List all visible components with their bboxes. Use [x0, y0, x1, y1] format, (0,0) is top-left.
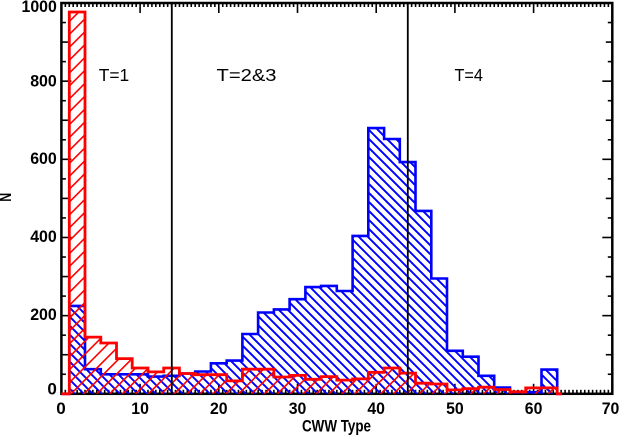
svg-text:T=1: T=1 — [99, 65, 130, 85]
svg-text:20: 20 — [210, 399, 228, 418]
svg-text:800: 800 — [30, 71, 57, 90]
svg-text:600: 600 — [30, 149, 57, 168]
svg-text:40: 40 — [367, 399, 385, 418]
svg-text:1000: 1000 — [22, 0, 57, 16]
svg-text:70: 70 — [602, 399, 620, 418]
svg-text:0: 0 — [56, 399, 65, 418]
svg-text:CWW Type: CWW Type — [302, 416, 371, 435]
svg-text:T=4: T=4 — [454, 65, 483, 85]
svg-text:400: 400 — [30, 227, 57, 246]
svg-text:0: 0 — [47, 380, 56, 399]
svg-text:10: 10 — [131, 399, 149, 418]
svg-text:T=2&3: T=2&3 — [217, 65, 277, 85]
svg-text:200: 200 — [30, 305, 57, 324]
svg-text:50: 50 — [446, 399, 464, 418]
svg-text:30: 30 — [289, 399, 307, 418]
svg-text:N: N — [0, 193, 15, 202]
svg-text:60: 60 — [525, 399, 543, 418]
